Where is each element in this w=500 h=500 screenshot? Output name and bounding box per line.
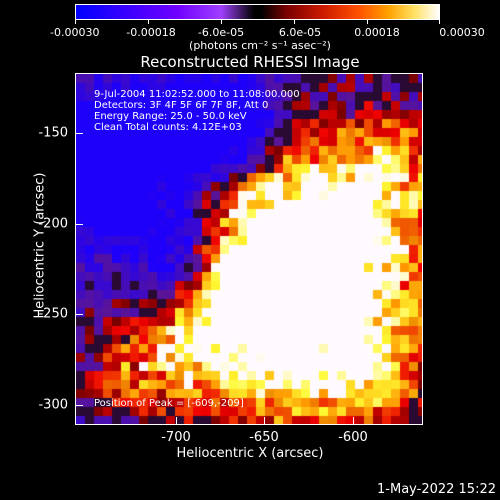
plot-title: Reconstructed RHESSI Image	[140, 53, 360, 71]
y-tick-mark	[75, 224, 83, 225]
y-tick-label: -300	[38, 397, 68, 413]
colorbar-label: 6.0e-05	[278, 26, 322, 39]
colorbar-label: -0.00018	[126, 26, 176, 39]
image-canvas	[76, 74, 422, 424]
colorbar	[75, 4, 440, 20]
y-axis-label: Heliocentric Y (arcsec)	[32, 172, 48, 319]
colorbar-tick	[221, 20, 222, 24]
footer-date: 1-May-2022 15:22	[377, 482, 496, 497]
x-tick-mark	[264, 417, 265, 425]
colorbar-tick	[148, 20, 149, 24]
colorbar-label: 0.00030	[439, 26, 485, 39]
y-tick-mark	[75, 314, 83, 315]
x-tick-label: -650	[249, 430, 279, 445]
y-tick-label: -250	[38, 306, 68, 322]
y-tick-label: -200	[38, 216, 68, 232]
x-axis-label: Heliocentric X (arcsec)	[176, 446, 324, 461]
x-tick-label: -600	[338, 430, 368, 445]
info-clean-counts: Clean Total counts: 4.12E+03	[94, 122, 242, 133]
colorbar-units: (photons cm⁻² s⁻¹ asec⁻²)	[189, 39, 331, 52]
info-detectors: Detectors: 3F 4F 5F 6F 7F 8F, Att 0	[94, 100, 269, 111]
colorbar-label: -0.00030	[50, 26, 100, 39]
colorbar-tick	[439, 20, 440, 24]
colorbar-label: -6.0e-05	[197, 26, 245, 39]
colorbar-tick	[367, 20, 368, 24]
y-tick-mark	[75, 133, 83, 134]
colorbar-label: 0.00018	[354, 26, 400, 39]
y-tick-mark	[75, 405, 83, 406]
x-tick-label: -700	[161, 430, 191, 445]
colorbar-tick	[294, 20, 295, 24]
y-tick-label: -150	[38, 125, 68, 141]
peak-position: Position of Peak = [-609,-209]	[94, 398, 244, 409]
info-time-range: 9-Jul-2004 11:02:52.000 to 11:08:00.000	[94, 89, 300, 100]
rhessi-image	[75, 73, 423, 425]
x-tick-mark	[176, 417, 177, 425]
x-tick-mark	[353, 417, 354, 425]
info-energy-range: Energy Range: 25.0 - 50.0 keV	[94, 111, 247, 122]
colorbar-tick	[75, 20, 76, 24]
